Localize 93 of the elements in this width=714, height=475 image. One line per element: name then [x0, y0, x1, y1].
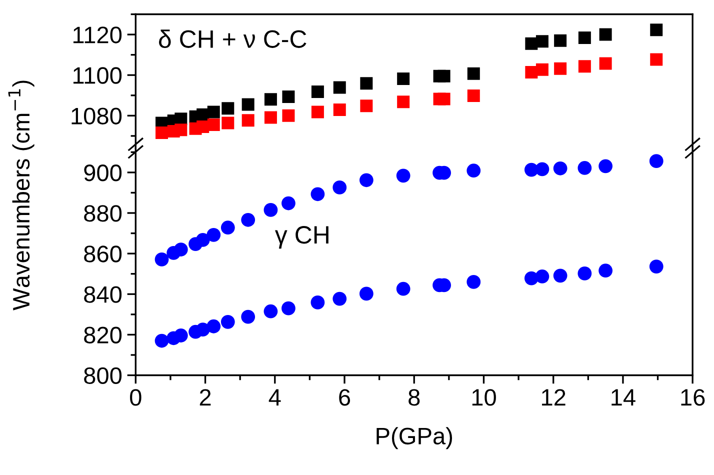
- point: [282, 109, 295, 122]
- point: [396, 282, 410, 296]
- y-tick-label: 800: [84, 367, 122, 384]
- point: [438, 70, 450, 82]
- annotation: δ CH + ν C-C: [158, 30, 306, 48]
- point: [174, 242, 188, 256]
- point: [535, 162, 550, 176]
- point: [282, 90, 295, 104]
- point: [599, 57, 612, 70]
- point: [310, 295, 325, 310]
- point: [397, 96, 410, 108]
- point: [578, 60, 591, 73]
- point: [466, 275, 481, 289]
- point: [650, 24, 663, 36]
- point: [554, 34, 567, 47]
- point: [222, 102, 234, 115]
- point: [220, 220, 235, 235]
- point: [154, 252, 169, 266]
- point: [310, 187, 325, 202]
- point: [242, 98, 254, 111]
- point: [554, 62, 567, 75]
- point: [206, 319, 221, 334]
- point: [154, 334, 169, 348]
- point: [207, 118, 220, 132]
- x-axis-title: P(GPa): [376, 427, 452, 450]
- point: [525, 66, 538, 79]
- point: [360, 77, 373, 90]
- point: [196, 233, 210, 247]
- y-tick-label: 1080: [72, 108, 122, 124]
- point: [578, 161, 592, 175]
- point: [264, 304, 278, 318]
- point: [553, 268, 568, 283]
- point: [466, 164, 481, 178]
- point: [222, 116, 234, 130]
- y-tick-label: 820: [84, 326, 122, 344]
- y-tick-label: 840: [84, 286, 122, 303]
- point: [264, 111, 277, 124]
- point: [553, 161, 568, 176]
- x-tick-label: 12: [542, 389, 566, 406]
- point: [650, 53, 663, 66]
- point: [467, 67, 480, 80]
- point: [360, 100, 373, 112]
- point: [359, 173, 374, 188]
- point: [359, 286, 374, 301]
- point: [264, 203, 278, 217]
- point: [332, 292, 347, 306]
- point: [396, 168, 410, 183]
- point: [282, 196, 296, 210]
- point: [649, 154, 664, 168]
- x-tick-label: 2: [200, 389, 211, 406]
- point: [536, 35, 548, 48]
- point: [525, 37, 538, 50]
- x-tick-label: 0: [130, 389, 142, 406]
- x-tick-label: 16: [681, 389, 705, 406]
- point: [174, 328, 188, 342]
- point: [467, 90, 480, 102]
- y-axis-title: Wavenumbers (cm$^{−1}$): [8, 80, 34, 310]
- point: [241, 212, 256, 227]
- point: [535, 270, 550, 284]
- point: [578, 32, 591, 44]
- y-tick-label: 860: [84, 246, 122, 262]
- point: [156, 126, 168, 139]
- x-tick-label: 10: [472, 389, 496, 406]
- point: [174, 124, 188, 136]
- x-tick-label: 6: [339, 389, 350, 406]
- point: [598, 159, 613, 174]
- y-tick-label: 880: [84, 205, 122, 222]
- point: [311, 85, 324, 98]
- point: [333, 104, 346, 116]
- point: [264, 93, 277, 106]
- point: [242, 114, 254, 127]
- point: [206, 228, 221, 242]
- point: [241, 310, 256, 324]
- point: [397, 72, 410, 85]
- point: [282, 301, 296, 316]
- annotation: γ CH: [274, 226, 328, 249]
- point: [578, 266, 592, 280]
- point: [333, 81, 346, 94]
- x-tick-label: 14: [612, 389, 636, 406]
- y-tick-label: 1120: [73, 26, 122, 44]
- point: [220, 314, 235, 329]
- y-tick-label: 900: [84, 164, 122, 182]
- point: [536, 63, 548, 76]
- point: [207, 106, 220, 118]
- x-tick-label: 4: [268, 389, 281, 406]
- point: [438, 92, 450, 106]
- y-tick-label: 1100: [73, 67, 122, 84]
- point: [311, 106, 324, 118]
- point: [598, 264, 613, 278]
- x-tick-label: 8: [408, 389, 420, 406]
- point: [599, 28, 612, 41]
- point: [649, 260, 664, 274]
- point: [332, 180, 347, 194]
